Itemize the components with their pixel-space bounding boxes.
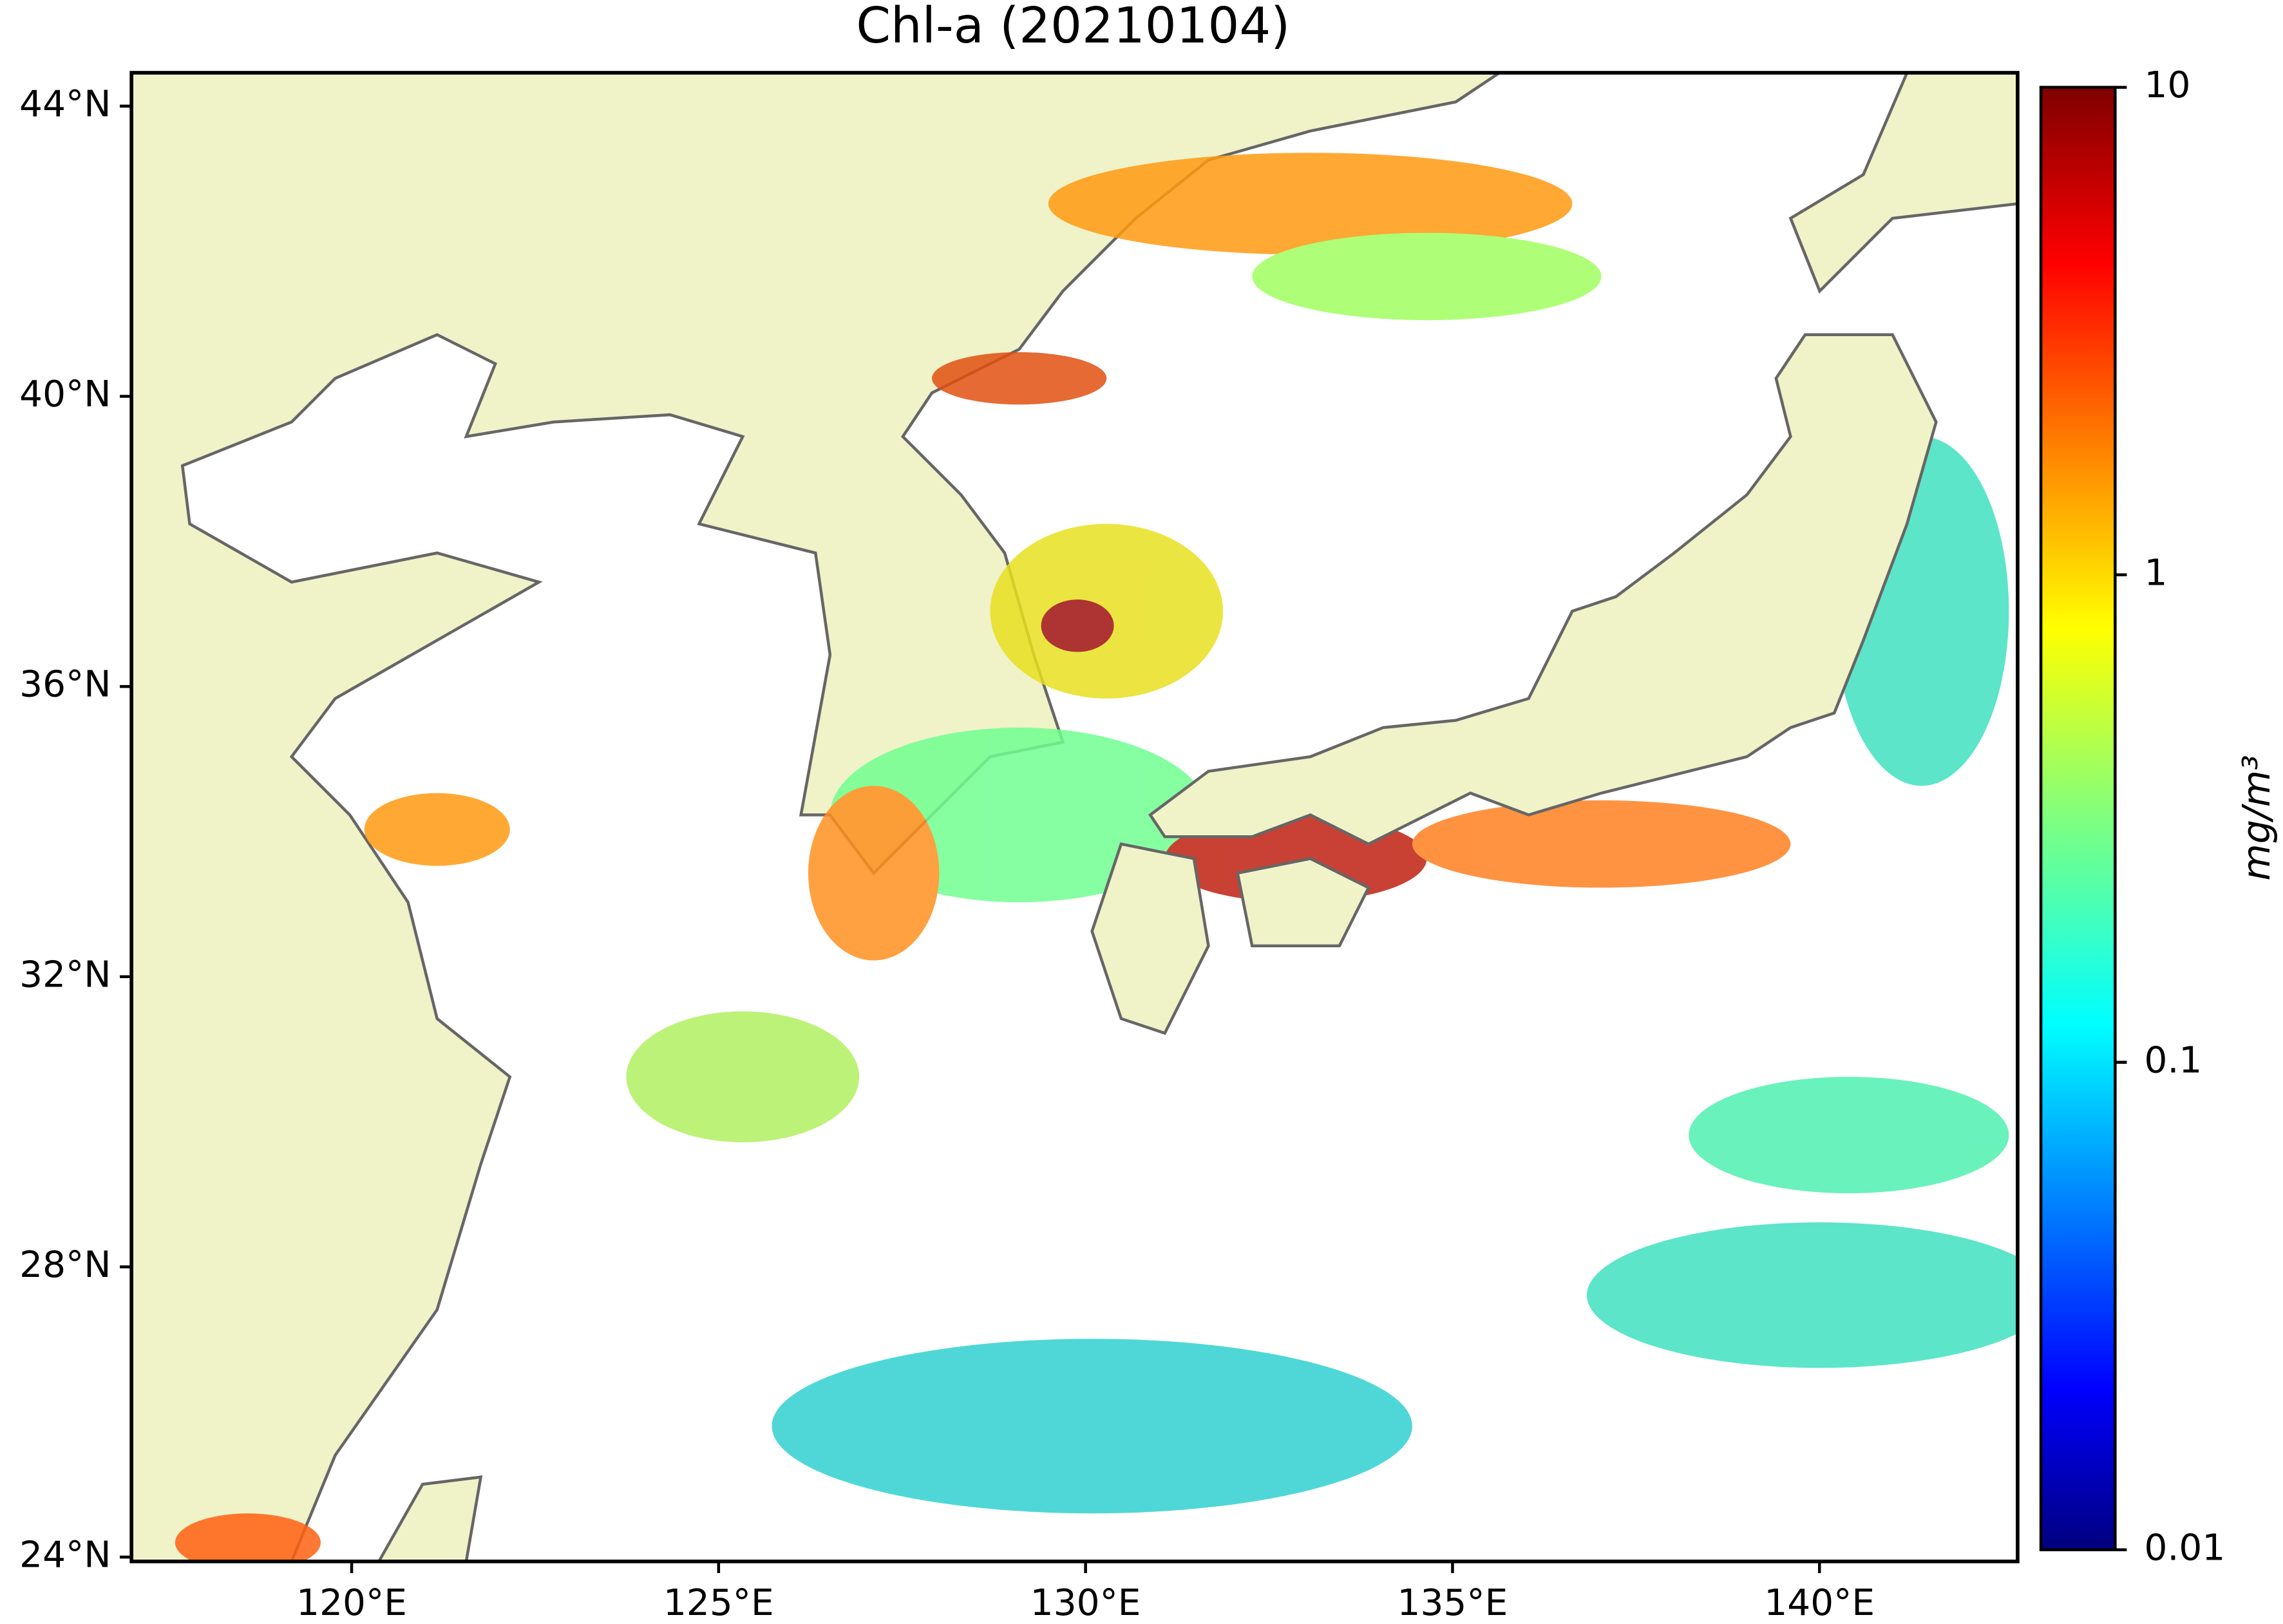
- y-tick-label: 36°N: [19, 664, 111, 706]
- colorbar: [2039, 86, 2117, 1552]
- axes: 120°E 125°E 130°E 135°E 140°E 24°N 28°N 32°N 36°…: [19, 64, 2225, 1624]
- colorbar-tick-label: 0.01: [2145, 1527, 2226, 1569]
- colorbar-tick-label: 0.1: [2145, 1039, 2202, 1081]
- map: [131, 72, 2018, 1562]
- x-tick-label: 135°E: [1397, 1582, 1508, 1624]
- islands: [377, 333, 1938, 1562]
- y-tick-label: 32°N: [19, 954, 111, 996]
- colorbar-tick-label: 10: [2145, 64, 2191, 106]
- title: Chl-a (20210104): [856, 0, 1290, 55]
- map-frame: [129, 71, 2020, 1563]
- x-tick-label: 125°E: [663, 1582, 774, 1624]
- x-tick-label: 130°E: [1030, 1582, 1141, 1624]
- y-tick-label: 40°N: [19, 373, 111, 415]
- colorbar-label: mg/m³: [2234, 755, 2278, 880]
- x-tick-label: 120°E: [296, 1582, 407, 1624]
- x-tick-label: 140°E: [1764, 1582, 1875, 1624]
- y-tick-label: 28°N: [19, 1244, 111, 1286]
- y-tick-label: 44°N: [19, 83, 111, 125]
- y-tick-label: 24°N: [19, 1534, 111, 1576]
- colorbar-tick-label: 1: [2145, 552, 2168, 594]
